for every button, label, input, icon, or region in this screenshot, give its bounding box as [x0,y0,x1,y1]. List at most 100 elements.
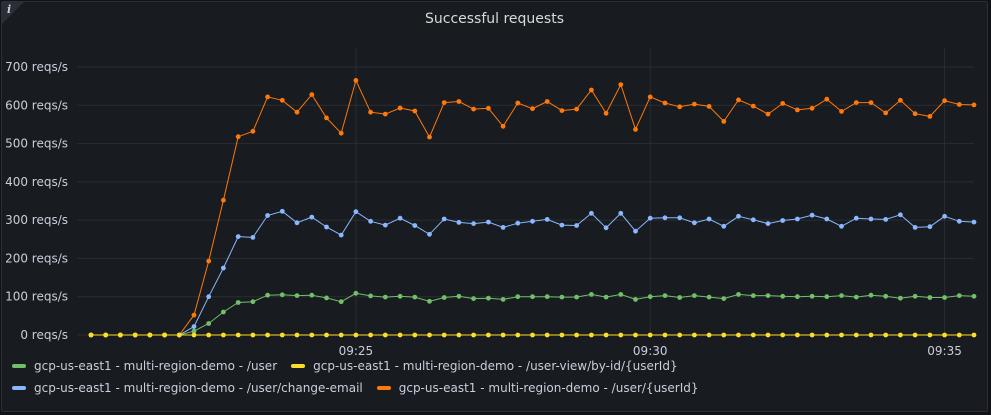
data-point [721,119,727,124]
data-point [677,295,683,300]
data-point [603,110,609,116]
legend: gcp-us-east1 - multi-region-demo - /user… [12,359,972,395]
data-point [633,228,638,234]
data-point [206,294,212,300]
info-icon[interactable]: i [7,3,12,16]
data-point [589,87,594,93]
legend-item[interactable]: gcp-us-east1 - multi-region-demo - /user… [376,381,699,395]
data-point [765,332,771,338]
data-point [441,332,447,338]
data-point [456,293,462,299]
data-point [839,223,844,229]
data-point [721,332,727,338]
data-point [368,218,373,224]
data-point [191,312,197,318]
data-point [221,332,226,338]
data-point [368,109,373,115]
data-point [780,293,786,299]
data-point [589,332,594,338]
x-tick-label: 09:30 [633,344,668,358]
data-point [235,134,241,140]
data-point [324,115,329,121]
data-point [927,295,933,300]
data-point [853,332,859,338]
data-point [795,216,800,222]
legend-label: gcp-us-east1 - multi-region-demo - /user… [313,359,678,373]
data-point [441,295,447,300]
data-point [618,82,624,87]
data-point [706,332,712,338]
data-point [736,332,741,338]
data-point [898,212,903,218]
data-point [795,294,800,300]
data-point [412,294,418,300]
data-point [294,332,300,338]
legend-item[interactable]: gcp-us-east1 - multi-region-demo - /user [12,359,277,373]
data-point [559,332,565,338]
data-point [618,210,624,216]
data-point [309,92,315,97]
data-point [956,102,962,107]
data-point [971,332,977,338]
series-group [88,78,977,338]
data-point [765,111,771,117]
data-point [633,297,638,302]
data-point [677,215,683,221]
data-point [103,332,109,338]
data-point [191,328,197,334]
data-point [971,219,977,225]
data-point [544,99,550,104]
data-point [706,294,712,300]
data-point [427,298,432,304]
data-point [279,292,285,298]
legend-swatch [12,386,26,390]
info-corner[interactable] [2,2,24,24]
data-point [692,293,697,298]
data-point [412,223,418,228]
data-point [883,293,889,299]
data-point [500,123,506,129]
data-point [559,222,565,228]
data-point [692,101,697,107]
data-point [589,210,594,216]
data-point [750,217,756,223]
data-point [868,332,874,338]
data-point [250,332,256,338]
data-point [221,197,226,203]
data-point [750,293,756,298]
legend-label: gcp-us-east1 - multi-region-demo - /user [34,359,278,373]
data-point [618,292,624,297]
data-point [574,332,579,338]
data-point [427,134,432,140]
data-point [515,100,521,106]
data-point [750,103,756,109]
data-point [471,106,476,112]
data-point [662,215,668,221]
data-point [824,332,830,338]
data-point [353,290,359,296]
data-point [912,332,918,338]
data-point [956,293,962,298]
y-tick-label: 100 reqs/s [5,290,68,304]
data-point [471,296,476,301]
x-tick-label: 09:35 [927,344,962,358]
data-point [250,299,256,305]
data-point [898,332,903,338]
y-tick-label: 300 reqs/s [5,213,68,227]
data-point [912,111,918,117]
data-point [574,106,579,112]
data-point [736,213,741,219]
legend-item[interactable]: gcp-us-east1 - multi-region-demo - /user… [291,359,678,373]
data-point [88,332,94,338]
data-point [515,294,521,300]
legend-item[interactable]: gcp-us-east1 - multi-region-demo - /user… [12,381,363,395]
data-point [809,105,815,111]
data-point [912,225,918,230]
legend-swatch [12,364,26,368]
data-point [471,332,476,338]
data-point [382,222,388,228]
data-point [515,332,521,338]
data-point [839,332,844,338]
data-point [824,96,830,102]
